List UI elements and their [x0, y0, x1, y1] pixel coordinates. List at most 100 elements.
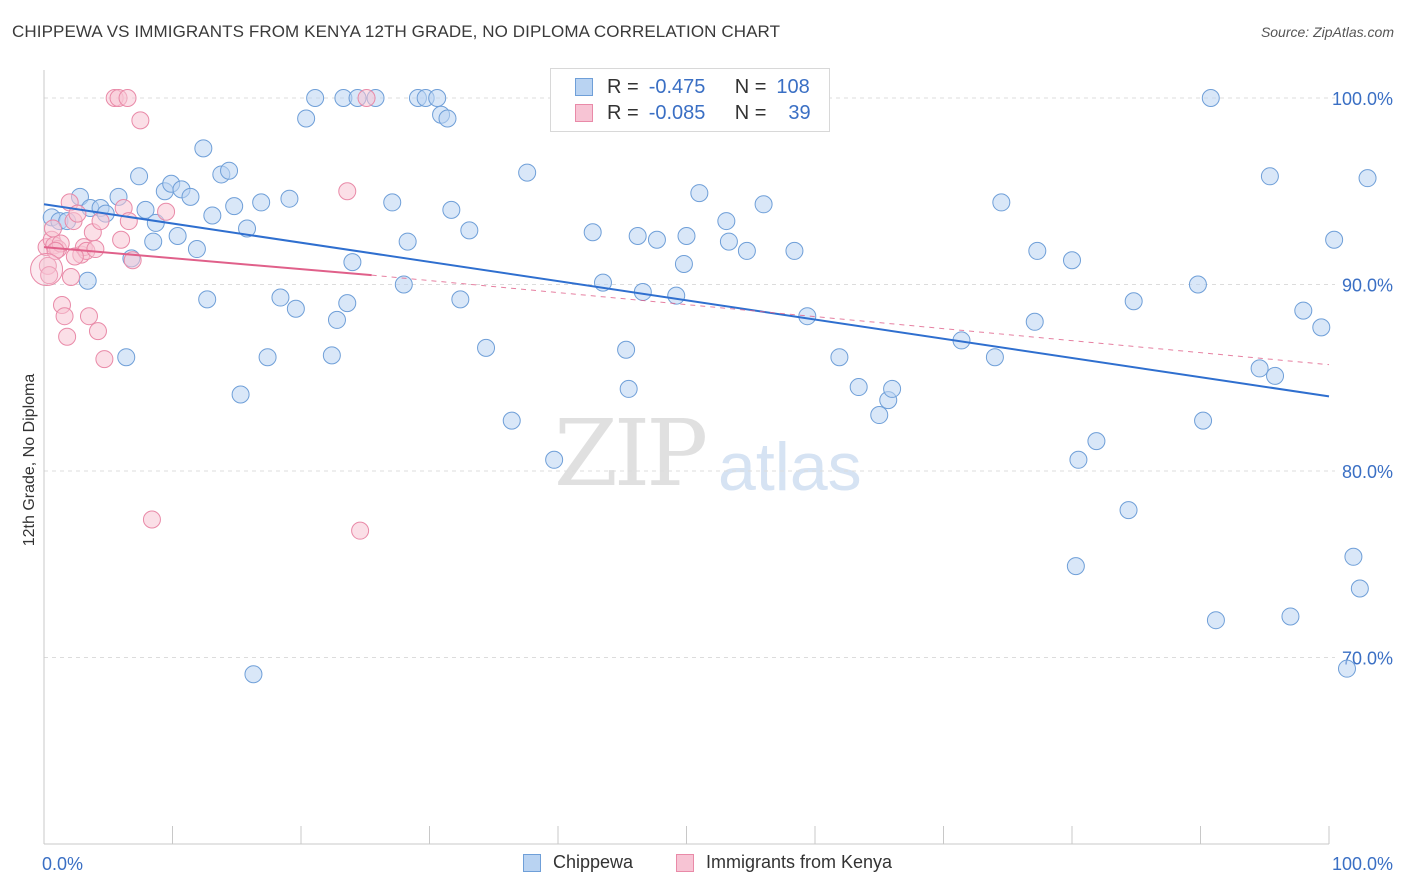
series-swatch-pink: [676, 853, 694, 872]
chippewa-point: [258, 348, 277, 367]
chippewa-point: [1281, 607, 1300, 626]
chippewa-point: [383, 193, 402, 212]
kenya-point: [91, 212, 110, 231]
series-legend-chippewa[interactable]: Chippewa: [523, 852, 633, 873]
chippewa-point: [252, 193, 271, 212]
x-tick-label: 100.0%: [1332, 854, 1393, 874]
chippewa-point: [1069, 450, 1088, 469]
series-legend-label: Chippewa: [553, 852, 634, 872]
series-legend-label: Immigrants from Kenya: [706, 852, 893, 872]
y-axis-label: 12th Grade, No Diploma: [21, 373, 38, 547]
legend-swatch-blue: [575, 78, 593, 96]
chippewa-point: [717, 212, 736, 231]
legend-row-chippewa: R = -0.475 N = 108: [575, 75, 810, 99]
chippewa-point: [690, 184, 709, 203]
kenya-point: [118, 88, 137, 107]
chippewa-point: [477, 338, 496, 357]
chippewa-point: [1188, 275, 1207, 294]
legend-r-value: -0.085: [648, 101, 706, 124]
chippewa-point: [271, 288, 290, 307]
chippewa-point: [203, 206, 222, 225]
chippewa-point: [460, 221, 479, 240]
chippewa-point: [1260, 167, 1279, 186]
legend-row-kenya: R = -0.085 N = 39: [575, 101, 811, 125]
chippewa-point: [870, 406, 889, 425]
y-tick-label: 70.0%: [1342, 648, 1393, 668]
chippewa-point: [187, 240, 206, 259]
kenya-point: [55, 307, 74, 326]
chippewa-point: [168, 226, 187, 245]
legend-n-label: N =: [734, 75, 767, 98]
chippewa-point: [1124, 292, 1143, 311]
chippewa-point: [1028, 241, 1047, 260]
chippewa-point: [1344, 547, 1363, 566]
legend-n-value: 39: [788, 101, 811, 124]
chippewa-point: [306, 88, 325, 107]
chippewa-point: [1250, 359, 1269, 378]
stats-legend: R = -0.475 N = 108 R = -0.085 N = 39: [550, 68, 830, 132]
chippewa-point: [297, 109, 316, 128]
chippewa-point: [1119, 501, 1138, 520]
chippewa-point: [244, 665, 263, 684]
chippewa-point: [1206, 611, 1225, 630]
kenya-point: [79, 307, 98, 326]
kenya-point: [112, 230, 131, 249]
chippewa-point: [617, 340, 636, 359]
chippewa-point: [394, 275, 413, 294]
chippewa-point: [1066, 557, 1085, 576]
y-tick-label: 80.0%: [1342, 462, 1393, 482]
chippewa-point: [1350, 579, 1369, 598]
chippewa-point: [280, 189, 299, 208]
chippewa-point: [1087, 432, 1106, 451]
chippewa-point: [1358, 169, 1377, 188]
legend-swatch-pink: [575, 104, 593, 122]
chippewa-point: [518, 163, 537, 182]
chippewa-point: [677, 226, 696, 245]
chippewa-point: [194, 139, 213, 158]
kenya-point: [131, 111, 150, 130]
kenya-point: [86, 240, 105, 259]
chippewa-point: [338, 294, 357, 313]
chippewa-point: [130, 167, 149, 186]
kenya-point: [357, 88, 376, 107]
legend-n-value: 108: [776, 75, 810, 98]
chippewa-point: [754, 195, 773, 214]
chippewa-point: [674, 254, 693, 273]
y-tick-label: 90.0%: [1342, 275, 1393, 295]
series-legend-kenya[interactable]: Immigrants from Kenya: [676, 852, 892, 873]
chippewa-point: [144, 232, 163, 251]
chippewa-point: [583, 223, 602, 242]
chippewa-point: [619, 379, 638, 398]
chippewa-point: [136, 200, 155, 219]
chart-title: CHIPPEWA VS IMMIGRANTS FROM KENYA 12TH G…: [12, 22, 781, 41]
kenya-trendline-extension: [371, 274, 1330, 366]
legend-n-label: N =: [734, 101, 767, 124]
chippewa-trendline: [43, 203, 1330, 398]
chippewa-point: [1201, 88, 1220, 107]
chippewa-point: [181, 187, 200, 206]
source-label: Source: ZipAtlas.com: [1260, 24, 1394, 40]
series-swatch-blue: [523, 853, 541, 872]
chippewa-point: [667, 286, 686, 305]
chippewa-point: [398, 232, 417, 251]
chippewa-point: [1325, 230, 1344, 249]
chippewa-point: [502, 411, 521, 430]
kenya-point: [30, 253, 64, 287]
kenya-point: [95, 350, 114, 369]
legend-r-label: R =: [607, 75, 639, 98]
watermark-atlas: atlas: [718, 429, 862, 505]
chippewa-point: [327, 310, 346, 329]
kenya-point: [351, 521, 370, 540]
chippewa-point: [985, 348, 1004, 367]
x-tick-label: 0.0%: [42, 854, 83, 874]
chippewa-point: [1063, 251, 1081, 270]
kenya-point: [40, 266, 59, 285]
chippewa-point: [231, 385, 250, 404]
chippewa-point: [428, 88, 447, 107]
chippewa-point: [785, 241, 804, 260]
chippewa-point: [737, 241, 756, 260]
chippewa-point: [238, 219, 257, 238]
kenya-point: [65, 247, 84, 266]
chippewa-point: [883, 379, 902, 398]
